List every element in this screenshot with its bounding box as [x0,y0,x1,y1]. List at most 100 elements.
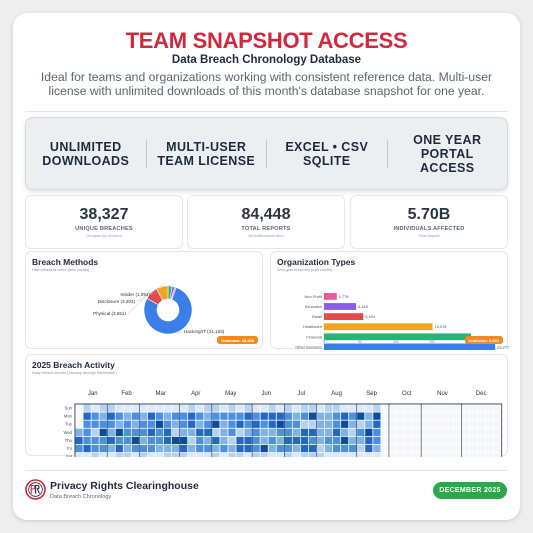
heatmap-cell [276,444,284,453]
heatmap-cell [413,412,421,420]
panel-title: Organization Types [277,257,356,267]
divider [386,139,388,168]
heatmap-cell [91,412,99,420]
heatmap-cell [445,453,453,457]
heatmap-cell [333,404,341,412]
heatmap-cell [107,412,115,420]
unknown-badge: Unknown: 9,823 [464,336,503,344]
heatmap-cell [324,428,333,436]
pie-slice [170,286,177,301]
heatmap-cell [381,453,389,457]
stat-caption: All notifications filed [248,233,284,238]
heatmap-cell [357,420,365,428]
heatmap-cell [461,428,470,436]
heatmap-day-label: Sat [66,454,73,457]
heatmap-cell [188,436,196,445]
heatmap-month-label: Mar [156,391,166,397]
panel-subtitle: Who gets breached (with counts) [277,268,333,272]
heatmap-cell [180,453,188,457]
heatmap-cell [172,420,180,428]
heatmap-cell [244,453,252,457]
heatmap-cell [99,444,107,453]
heatmap-cell [461,420,470,428]
heatmap-cell [123,428,131,436]
heatmap-cell [445,428,453,436]
pie-leader-line [151,284,171,295]
heatmap-cell [373,453,381,457]
panel-subtitle: Daily breach reports (January through Se… [32,371,117,375]
pie-slice-label: Hacking/IT (31,163) [184,329,225,334]
bar-category-label: Healthcare [303,324,322,329]
heatmap-cell [147,428,156,436]
heatmap-cell [357,444,365,453]
heatmap-cell [357,436,365,445]
heatmap-cell [155,453,164,457]
heatmap-cell [349,428,357,436]
bar [324,303,357,310]
heatmap-cell [276,453,284,457]
pie-slice [143,287,193,335]
heatmap-cell [139,412,148,420]
heatmap-cell [99,420,107,428]
heatmap-cell [244,412,252,420]
heatmap-cell [115,412,123,420]
heatmap-cell [204,404,212,412]
heatmap-cell [357,412,365,420]
heatmap-cell [228,404,236,412]
heatmap-cell [429,412,437,420]
heatmap-cell [172,404,180,412]
heatmap-cell [188,453,196,457]
heatmap-cell [437,404,445,412]
heatmap-cell [373,404,381,412]
heatmap-cell [268,453,276,457]
heatmap-cell [316,404,325,412]
heatmap-cell [236,404,244,412]
prc-logo-icon [25,479,46,500]
date-badge: DECEMBER 2025 [433,482,507,499]
page-title: TEAM SNAPSHOT ACCESS [125,28,408,53]
heatmap-cell [212,444,220,453]
heatmap-cell [324,404,333,412]
heatmap-cell [453,404,461,412]
heatmap-cell [163,453,172,457]
heatmap-cell [83,412,91,420]
heatmap-cell [341,444,349,453]
heatmap-cell [123,436,131,445]
heatmap-cell [365,412,373,420]
heatmap-cell [461,453,470,457]
heatmap-cell [437,412,445,420]
heatmap-cell [308,453,317,457]
heatmap-cell [397,428,405,436]
bar-value-label: 1,776 [339,294,349,299]
heatmap-cell [276,436,284,445]
heatmap-cell [469,444,478,453]
heatmap-cell [236,453,244,457]
heatmap-cell [220,420,228,428]
heatmap-cell [284,404,292,412]
heatmap-cell [316,420,325,428]
heatmap-cell [196,404,204,412]
heatmap-cell [172,436,180,445]
heatmap-cell [469,436,478,445]
heatmap-cell [485,444,494,453]
page-subtitle: Data Breach Chronology Database [171,54,362,66]
heatmap-cell [107,404,115,412]
heatmap-cell [308,436,317,445]
heatmap-cell [212,412,220,420]
heatmap-cell [252,444,260,453]
stat-unique-breaches: 38,327 UNIQUE BREACHES Grouped by incide… [25,195,183,249]
heatmap-cell [139,453,148,457]
heatmap-cell [252,436,260,445]
heatmap-cell [381,428,389,436]
heatmap-cell [300,412,309,420]
heatmap-cell [429,444,437,453]
stat-value: 38,327 [79,206,129,223]
heatmap-cell [453,444,461,453]
heatmap-cell [316,412,325,420]
heatmap-cell [244,444,252,453]
heatmap-cell [429,428,437,436]
heatmap-cell [494,453,502,457]
heatmap-cell [333,428,341,436]
heatmap-cell [445,436,453,445]
heatmap-cell [308,444,317,453]
